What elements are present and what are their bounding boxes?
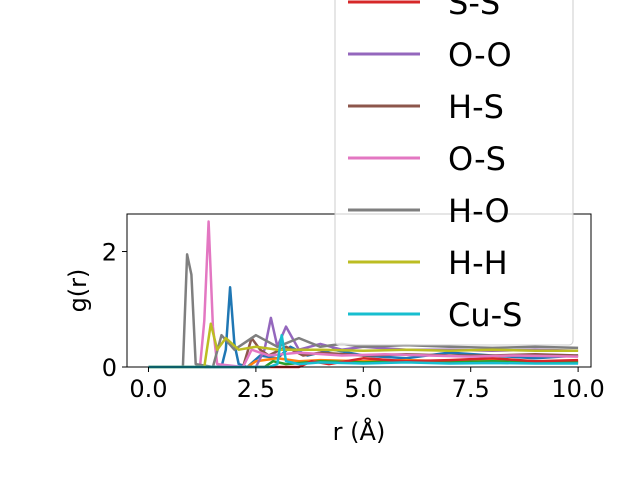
y-tick-label: 0 xyxy=(102,354,117,382)
series-line-o-s xyxy=(148,220,579,369)
legend: S-S O-O H-S O-S H-O H-H Cu-S xyxy=(334,0,574,346)
legend-label: H-S xyxy=(448,88,504,126)
legend-label: O-S xyxy=(448,140,506,178)
legend-label: Cu-S xyxy=(448,296,522,334)
x-axis: 0.0 2.5 5.0 7.5 10.0 xyxy=(129,367,605,403)
x-tick-label: 2.5 xyxy=(237,375,275,403)
legend-label: O-O xyxy=(448,36,512,74)
x-tick-label: 0.0 xyxy=(129,375,167,403)
series-line-cu-s xyxy=(148,333,579,369)
series-line-h-o xyxy=(148,253,579,369)
y-axis-label: g(r) xyxy=(64,269,92,313)
x-tick-label: 10.0 xyxy=(551,375,604,403)
legend-label: H-H xyxy=(448,244,508,282)
x-tick-label: 5.0 xyxy=(344,375,382,403)
y-tick-label: 2 xyxy=(102,239,117,267)
y-axis: 02 xyxy=(102,239,127,382)
plot-lines xyxy=(148,220,579,369)
legend-box xyxy=(334,0,574,346)
x-tick-label: 7.5 xyxy=(452,375,490,403)
x-axis-label: r (Å) xyxy=(333,417,386,446)
legend-label: S-S xyxy=(448,0,500,22)
legend-label: H-O xyxy=(448,192,510,230)
series-line-h-h xyxy=(148,322,579,369)
